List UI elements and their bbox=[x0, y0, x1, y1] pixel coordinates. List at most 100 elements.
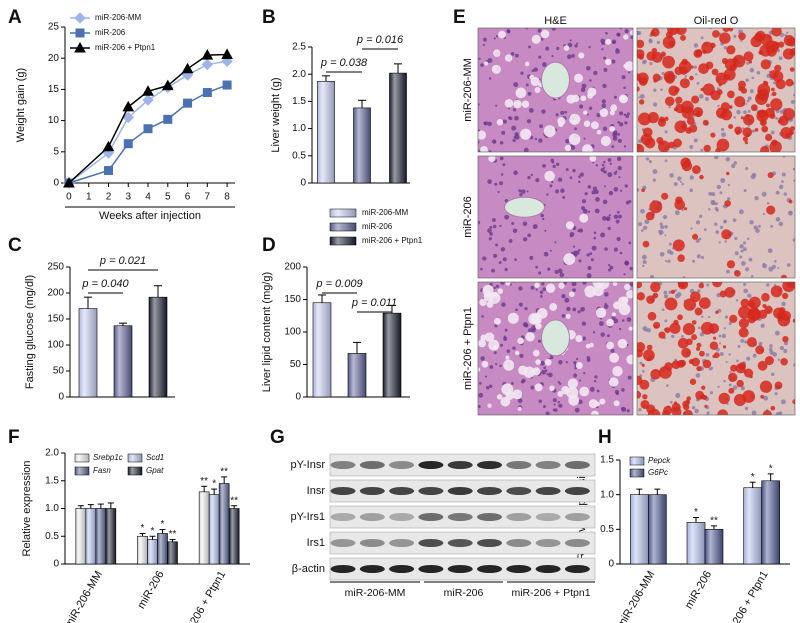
nucleus bbox=[641, 370, 645, 373]
nucleus bbox=[560, 110, 565, 115]
p-value: p = 0.040 bbox=[81, 278, 129, 290]
nucleus bbox=[793, 179, 795, 182]
nucleus bbox=[542, 405, 546, 409]
nucleus bbox=[538, 55, 542, 59]
lipid-droplet bbox=[761, 121, 765, 126]
nucleus bbox=[771, 372, 775, 376]
x-tick-label: 1 bbox=[86, 192, 92, 203]
nucleus bbox=[558, 382, 562, 385]
significance: ** bbox=[200, 476, 208, 487]
nucleus bbox=[695, 220, 701, 225]
vacuole bbox=[557, 390, 564, 397]
lipid-droplet bbox=[664, 362, 673, 371]
nucleus bbox=[484, 375, 488, 378]
x-tick-label: miR-206 + Ptpn1 bbox=[719, 569, 771, 623]
vacuole bbox=[626, 290, 633, 299]
vacuole bbox=[520, 128, 532, 140]
lipid-droplet bbox=[694, 307, 703, 316]
nucleus bbox=[478, 103, 480, 106]
nucleus bbox=[750, 174, 756, 180]
nucleus bbox=[603, 170, 607, 174]
vacuole bbox=[600, 135, 611, 147]
legend-marker bbox=[74, 12, 86, 24]
band bbox=[447, 487, 473, 495]
nucleus bbox=[733, 161, 737, 165]
nucleus bbox=[501, 130, 506, 135]
lipid-droplet bbox=[760, 394, 765, 399]
legend-label: miR-206 + Ptpn1 bbox=[362, 236, 423, 245]
lipid-droplet bbox=[637, 112, 651, 126]
nucleus bbox=[711, 192, 716, 197]
nucleus bbox=[478, 392, 484, 398]
nucleus bbox=[499, 141, 504, 145]
nucleus bbox=[640, 229, 644, 232]
nucleus bbox=[487, 179, 492, 184]
nucleus bbox=[565, 138, 570, 144]
nucleus bbox=[555, 113, 559, 117]
bar bbox=[218, 483, 230, 565]
y-tick-label: 25 bbox=[48, 22, 60, 33]
nucleus bbox=[615, 48, 619, 51]
nucleus bbox=[739, 244, 744, 249]
nucleus bbox=[645, 157, 650, 161]
lipid-droplet bbox=[728, 124, 734, 129]
vacuole bbox=[481, 360, 489, 368]
lipid-droplet bbox=[650, 28, 660, 37]
vacuole bbox=[589, 156, 597, 162]
vessel bbox=[541, 61, 570, 99]
marker bbox=[123, 139, 133, 149]
nucleus bbox=[523, 147, 529, 152]
nucleus bbox=[621, 388, 625, 392]
nucleus bbox=[747, 125, 750, 128]
lipid-droplet bbox=[774, 381, 783, 390]
vacuole bbox=[575, 362, 583, 369]
y-tick-label: 10 bbox=[48, 115, 60, 126]
lipid-droplet bbox=[639, 379, 650, 390]
nucleus bbox=[659, 230, 664, 235]
nucleus bbox=[783, 192, 788, 196]
nucleus bbox=[619, 28, 622, 30]
nucleus bbox=[746, 99, 750, 103]
nucleus bbox=[726, 402, 729, 405]
nucleus bbox=[482, 256, 487, 261]
nucleus bbox=[558, 360, 563, 365]
vacuole bbox=[568, 133, 581, 146]
nucleus bbox=[728, 383, 732, 387]
nucleus bbox=[674, 289, 678, 292]
vacuole bbox=[478, 367, 481, 372]
nucleus bbox=[689, 145, 694, 150]
nucleus bbox=[711, 201, 716, 206]
nucleus bbox=[652, 102, 658, 107]
nucleus bbox=[531, 69, 535, 73]
nucleus bbox=[689, 188, 694, 193]
nucleus bbox=[701, 315, 704, 318]
nucleus bbox=[617, 133, 620, 136]
nucleus bbox=[578, 104, 584, 109]
nucleus bbox=[494, 182, 498, 186]
lipid-droplet bbox=[637, 39, 645, 49]
nucleus bbox=[570, 145, 576, 150]
vacuole bbox=[590, 410, 599, 415]
vacuole bbox=[540, 29, 550, 39]
nucleus bbox=[601, 103, 607, 109]
nucleus bbox=[706, 283, 710, 287]
nucleus bbox=[639, 361, 643, 365]
nucleus bbox=[738, 209, 744, 215]
y-tick-label: 0.5 bbox=[292, 150, 306, 161]
vacuole bbox=[498, 30, 506, 39]
lipid-droplet bbox=[710, 132, 716, 138]
nucleus bbox=[540, 213, 544, 218]
nucleus bbox=[720, 178, 726, 183]
vacuole bbox=[579, 386, 590, 397]
nucleus bbox=[664, 260, 668, 263]
band bbox=[447, 565, 473, 573]
lipid-droplet bbox=[749, 375, 753, 379]
nucleus bbox=[598, 321, 604, 327]
nucleus bbox=[693, 65, 697, 69]
nucleus bbox=[561, 294, 566, 299]
nucleus bbox=[566, 54, 572, 60]
vacuole bbox=[535, 322, 542, 330]
legend-label: Scd1 bbox=[146, 453, 164, 462]
nucleus bbox=[582, 208, 588, 214]
lipid-droplet bbox=[662, 409, 670, 415]
